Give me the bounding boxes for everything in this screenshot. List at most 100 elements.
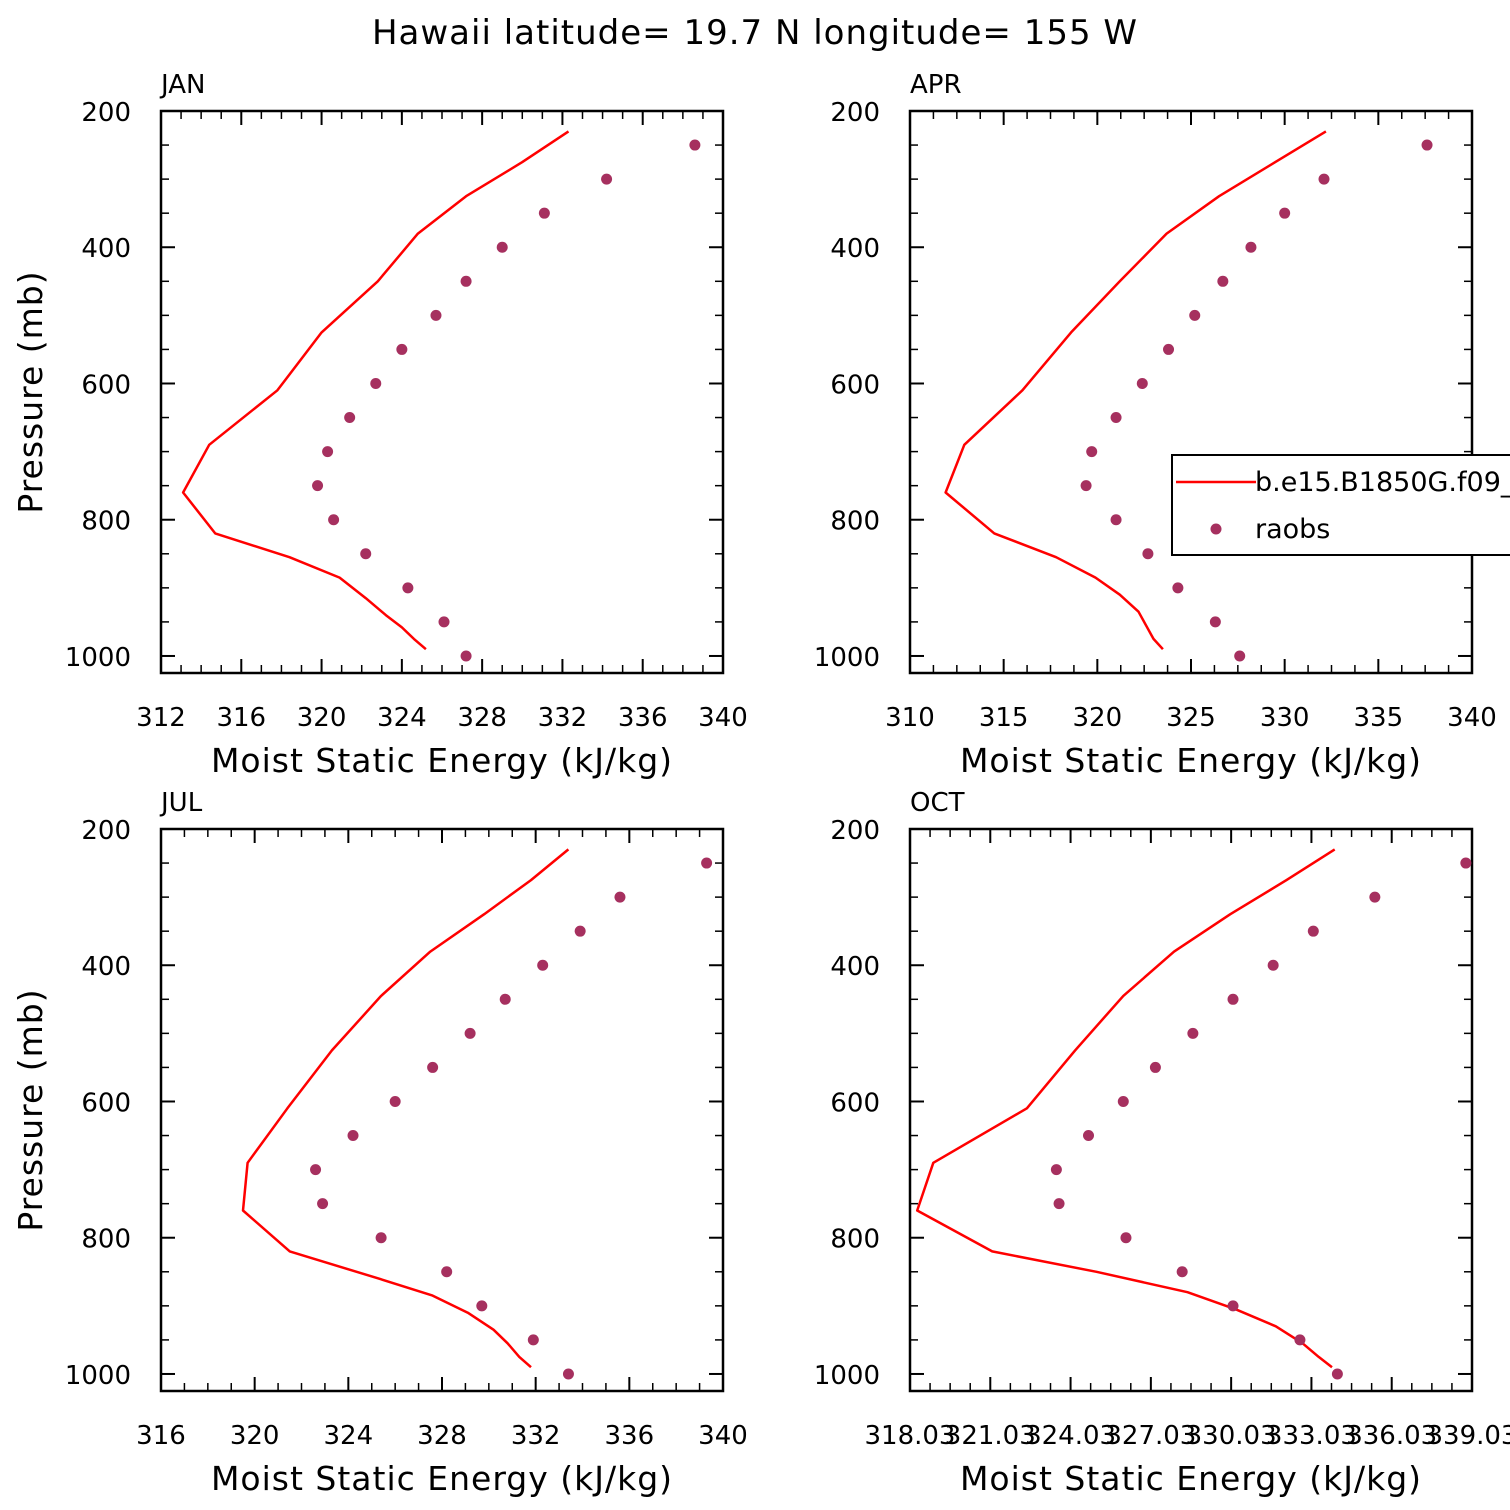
x-axis-label: Moist Static Energy (kJ/kg) bbox=[960, 741, 1422, 780]
raobs-point bbox=[601, 173, 613, 185]
raobs-point bbox=[1245, 241, 1257, 253]
raobs-point bbox=[460, 275, 472, 287]
plot-frame bbox=[159, 827, 725, 1393]
plot-frame bbox=[159, 109, 725, 675]
model-series-line bbox=[181, 130, 570, 651]
x-tick-label: 332 bbox=[511, 1421, 561, 1451]
y-tick-label: 1000 bbox=[814, 1361, 880, 1391]
raobs-point bbox=[430, 309, 442, 321]
raobs-point bbox=[1217, 275, 1229, 287]
y-axis-label: Pressure (mb) bbox=[11, 270, 50, 513]
raobs-point bbox=[1227, 993, 1239, 1005]
raobs-point bbox=[347, 1130, 359, 1142]
raobs-point bbox=[312, 480, 324, 492]
y-tick-label: 600 bbox=[81, 370, 131, 400]
raobs-point bbox=[460, 650, 472, 662]
raobs-point bbox=[1117, 1095, 1129, 1107]
raobs-point bbox=[427, 1061, 439, 1073]
raobs-point bbox=[1120, 1232, 1132, 1244]
x-tick-label: 324.03 bbox=[1025, 1421, 1116, 1451]
y-tick-label: 400 bbox=[81, 952, 131, 982]
x-tick-label: 333.03 bbox=[1266, 1421, 1357, 1451]
x-tick-label: 312 bbox=[136, 703, 186, 733]
raobs-point bbox=[1369, 891, 1381, 903]
raobs-point bbox=[1176, 1266, 1188, 1278]
model-series-line bbox=[241, 848, 570, 1369]
raobs-point bbox=[527, 1334, 539, 1346]
y-tick-label: 600 bbox=[81, 1088, 131, 1118]
raobs-point bbox=[402, 582, 414, 594]
y-tick-label: 800 bbox=[81, 1225, 131, 1255]
raobs-point bbox=[396, 343, 408, 355]
y-tick-label: 400 bbox=[830, 234, 880, 264]
x-axis-label: Moist Static Energy (kJ/kg) bbox=[211, 1459, 673, 1498]
raobs-point bbox=[1187, 1027, 1199, 1039]
x-tick-label: 340 bbox=[698, 703, 748, 733]
model-series-line bbox=[944, 130, 1327, 651]
x-tick-label: 321.03 bbox=[945, 1421, 1036, 1451]
panel-label: JUL bbox=[159, 788, 203, 818]
raobs-point bbox=[1080, 480, 1092, 492]
x-tick-label: 330.03 bbox=[1186, 1421, 1277, 1451]
panel-label: JAN bbox=[159, 70, 205, 100]
raobs-point bbox=[438, 616, 450, 628]
raobs-point bbox=[1083, 1130, 1095, 1142]
raobs-point bbox=[1149, 1061, 1161, 1073]
raobs-point bbox=[322, 446, 334, 458]
x-tick-label: 328 bbox=[417, 1421, 467, 1451]
model-series-line bbox=[915, 848, 1336, 1369]
y-axis-label: Pressure (mb) bbox=[11, 988, 50, 1231]
x-tick-label: 335 bbox=[1354, 703, 1404, 733]
raobs-point bbox=[1279, 207, 1291, 219]
y-tick-label: 400 bbox=[81, 234, 131, 264]
raobs-point bbox=[1307, 925, 1319, 937]
raobs-point bbox=[1136, 377, 1148, 389]
raobs-point bbox=[538, 207, 550, 219]
panel-jan: JAN 312 316 320 324 328 332 336 340 200 400 600 800 1… bbox=[11, 70, 748, 780]
plot-frame bbox=[908, 109, 1474, 675]
y-tick-label: 1000 bbox=[65, 1361, 131, 1391]
raobs-point bbox=[574, 925, 586, 937]
raobs-point bbox=[476, 1300, 488, 1312]
raobs-point bbox=[689, 139, 701, 151]
raobs-point bbox=[375, 1232, 387, 1244]
x-tick-label: 320 bbox=[297, 703, 347, 733]
legend-box bbox=[1171, 454, 1510, 556]
raobs-point bbox=[1142, 548, 1154, 560]
raobs-point bbox=[1209, 616, 1221, 628]
raobs-point bbox=[310, 1164, 322, 1176]
x-tick-label: 325 bbox=[1166, 703, 1216, 733]
y-tick-label: 800 bbox=[830, 507, 880, 537]
raobs-point bbox=[1318, 173, 1330, 185]
raobs-point bbox=[537, 959, 549, 971]
raobs-point bbox=[1189, 309, 1201, 321]
panel-jul: JUL 316 320 324 328 332 336 340 200 400 600 800 1000… bbox=[11, 788, 748, 1498]
raobs-point bbox=[1163, 343, 1175, 355]
raobs-point bbox=[1460, 857, 1472, 869]
panel-label: OCT bbox=[910, 788, 965, 818]
x-tick-label: 320 bbox=[230, 1421, 280, 1451]
raobs-point bbox=[370, 377, 382, 389]
x-tick-label: 340 bbox=[698, 1421, 748, 1451]
y-tick-label: 200 bbox=[81, 98, 131, 128]
y-tick-label: 800 bbox=[830, 1225, 880, 1255]
raobs-point bbox=[344, 412, 356, 424]
x-tick-label: 330 bbox=[1260, 703, 1310, 733]
raobs-point bbox=[360, 548, 372, 560]
x-tick-label: 336.03 bbox=[1346, 1421, 1437, 1451]
raobs-point bbox=[1050, 1164, 1062, 1176]
panels-group: JAN 312 316 320 324 328 332 336 340 200 400 600 800 1… bbox=[11, 70, 1510, 1498]
raobs-point bbox=[1053, 1198, 1065, 1210]
y-tick-label: 600 bbox=[830, 370, 880, 400]
raobs-point bbox=[499, 993, 511, 1005]
raobs-point bbox=[441, 1266, 453, 1278]
x-axis-label: Moist Static Energy (kJ/kg) bbox=[211, 741, 673, 780]
panel-oct: OCT318.03321.03324.03327.03330.03333.033… bbox=[814, 788, 1510, 1498]
raobs-point bbox=[1172, 582, 1184, 594]
raobs-point bbox=[1294, 1334, 1306, 1346]
raobs-point bbox=[464, 1027, 476, 1039]
x-tick-label: 310 bbox=[885, 703, 935, 733]
x-tick-label: 332 bbox=[538, 703, 588, 733]
x-tick-label: 316 bbox=[136, 1421, 186, 1451]
